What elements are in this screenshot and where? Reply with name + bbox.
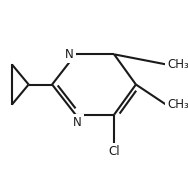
Text: N: N [73,116,82,129]
Text: CH₃: CH₃ [168,58,188,71]
Text: CH₃: CH₃ [168,98,188,111]
Text: N: N [65,48,74,61]
Text: Cl: Cl [108,145,120,158]
